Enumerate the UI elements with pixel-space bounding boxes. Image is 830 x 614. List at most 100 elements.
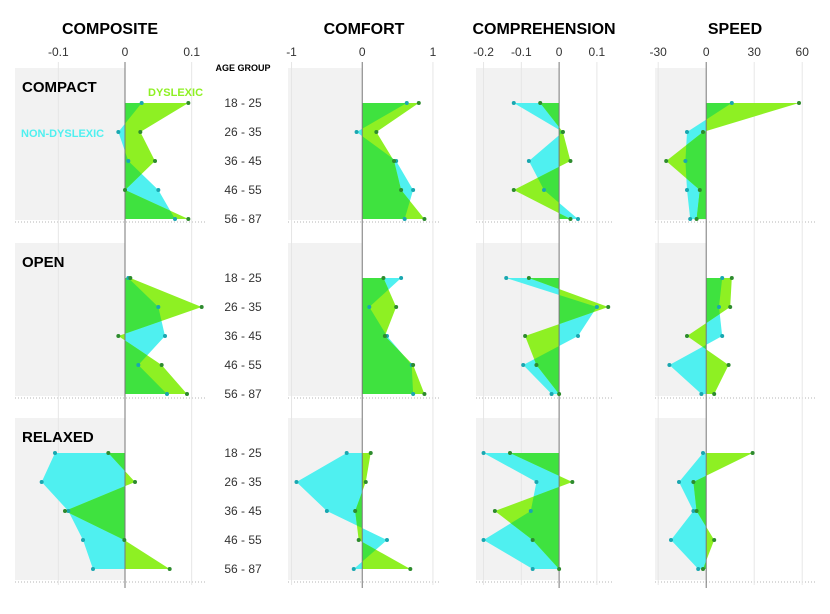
non-dyslexic-point-comfort-compact-3 [411,188,416,192]
age-label-relaxed-1: 26 - 35 [224,475,262,489]
overlap-area-composite-relaxed [65,453,125,569]
non-dyslexic-point-comfort-relaxed-0 [344,451,349,455]
dyslexic-point-speed-compact-1 [701,130,705,134]
non-dyslexic-point-speed-relaxed-3 [669,538,673,542]
non-dyslexic-point-speed-open-2 [720,334,725,338]
non-dyslexic-point-composite-open-1 [156,305,161,309]
dyslexic-point-comfort-relaxed-3 [356,538,361,542]
dyslexic-point-composite-compact-0 [186,101,191,105]
tick-label-speed-1: 0 [703,45,710,59]
non-dyslexic-point-comprehension-relaxed-4 [530,567,535,571]
age-label-open-2: 36 - 45 [224,329,262,343]
non-dyslexic-point-comfort-open-1 [367,305,372,309]
non-dyslexic-point-composite-relaxed-4 [91,567,95,571]
axis-layer [124,62,707,588]
tick-label-speed-0: -30 [650,45,668,59]
age-label-compact-4: 56 - 87 [224,212,262,226]
age-label-relaxed-0: 18 - 25 [224,446,262,460]
non-dyslexic-point-comprehension-open-1 [594,305,599,309]
legend-dyslexic: DYSLEXIC [148,87,203,99]
age-label-compact-3: 46 - 55 [224,183,262,197]
dyslexic-point-comfort-open-3 [411,363,416,367]
non-dyslexic-point-speed-compact-1 [685,130,689,134]
non-dyslexic-point-composite-compact-3 [156,188,161,192]
tick-label-comprehension-2: 0 [556,45,563,59]
non-dyslexic-point-comfort-compact-4 [402,217,407,221]
non-dyslexic-point-speed-compact-0 [729,101,734,105]
negative-region-comfort-compact [288,68,363,220]
non-dyslexic-point-composite-compact-2 [126,159,131,163]
non-dyslexic-point-comfort-relaxed-4 [351,567,356,571]
dyslexic-point-comprehension-compact-3 [511,188,516,192]
dyslexic-point-comprehension-relaxed-1 [570,480,575,484]
dyslexic-point-speed-relaxed-0 [750,451,755,455]
dyslexic-point-comprehension-relaxed-0 [508,451,512,455]
dyslexic-point-speed-open-1 [728,305,733,309]
dyslexic-point-speed-compact-0 [797,101,801,105]
age-label-compact-2: 36 - 45 [224,154,262,168]
age-label-open-3: 46 - 55 [224,358,262,372]
dyslexic-point-speed-open-3 [726,363,731,367]
non-dyslexic-point-composite-open-4 [165,392,169,396]
dyslexic-point-speed-compact-2 [664,159,669,163]
dyslexic-point-comprehension-compact-1 [560,130,565,134]
dyslexic-point-composite-compact-3 [123,188,127,192]
tick-label-comfort-0: -1 [286,45,297,59]
area-layer [41,103,799,569]
dyslexic-point-speed-relaxed-3 [712,538,717,542]
tick-label-speed-3: 60 [796,45,810,59]
dyslexic-area-speed-relaxed [693,453,753,569]
tick-label-speed-2: 30 [748,45,762,59]
dyslexic-point-comfort-compact-4 [422,217,427,221]
non-dyslexic-point-composite-compact-4 [173,217,177,221]
tick-label-comfort-1: 0 [359,45,366,59]
non-dyslexic-point-comprehension-relaxed-1 [534,480,539,484]
non-dyslexic-point-comfort-relaxed-1 [294,480,299,484]
non-dyslexic-point-composite-relaxed-1 [39,480,44,484]
dyslexic-point-speed-relaxed-2 [694,509,699,513]
dyslexic-point-comfort-relaxed-1 [363,480,368,484]
dyslexic-point-comprehension-open-4 [557,392,562,396]
non-dyslexic-point-comprehension-relaxed-0 [481,451,486,455]
dyslexic-point-composite-compact-4 [186,217,191,221]
non-dyslexic-point-composite-relaxed-2 [66,509,71,513]
non-dyslexic-point-speed-compact-4 [688,217,693,221]
non-dyslexic-point-comprehension-open-2 [576,334,580,338]
dyslexic-point-speed-relaxed-4 [701,567,705,571]
panel-title-composite: COMPOSITE [62,21,158,38]
tick-label-comprehension-0: -0.2 [473,45,494,59]
non-dyslexic-point-comprehension-compact-0 [511,101,516,105]
non-dyslexic-point-speed-open-4 [699,392,704,396]
dyslexic-point-comfort-compact-0 [416,101,421,105]
non-dyslexic-point-speed-relaxed-0 [701,451,705,455]
non-dyslexic-point-comprehension-compact-4 [576,217,580,221]
legend-non-dyslexic: NON-DYSLEXIC [21,128,104,140]
non-dyslexic-point-composite-relaxed-3 [81,538,85,542]
dyslexic-point-comfort-open-0 [381,276,386,280]
tick-label-composite-2: 0.1 [183,45,200,59]
age-group-header: AGE GROUP [215,63,270,73]
non-dyslexic-point-comfort-relaxed-3 [384,538,389,542]
dyslexic-point-comprehension-compact-2 [568,159,573,163]
dyslexic-point-composite-open-2 [116,334,121,338]
age-label-open-0: 18 - 25 [224,271,262,285]
age-label-relaxed-2: 36 - 45 [224,504,262,518]
tick-label-comprehension-1: -0.1 [511,45,532,59]
non-dyslexic-point-comfort-relaxed-2 [324,509,329,513]
non-dyslexic-point-comprehension-relaxed-3 [481,538,486,542]
dyslexic-point-comfort-open-4 [422,392,427,396]
age-label-compact-1: 26 - 35 [224,125,262,139]
non-dyslexic-point-speed-relaxed-2 [691,509,696,513]
dyslexic-point-comfort-compact-2 [392,159,397,163]
non-dyslexic-point-comfort-open-0 [399,276,404,280]
age-label-open-4: 56 - 87 [224,387,262,401]
non-dyslexic-area-comfort-relaxed [296,453,387,569]
dyslexic-point-speed-open-0 [729,276,734,280]
dot-layer [39,101,801,571]
non-dyslexic-point-speed-relaxed-4 [696,567,701,571]
non-dyslexic-point-speed-relaxed-1 [677,480,681,484]
dyslexic-point-composite-relaxed-2 [63,509,67,513]
panel-title-comprehension: COMPREHENSION [472,21,615,38]
non-dyslexic-point-speed-compact-2 [683,159,688,163]
layout-label-relaxed: RELAXED [22,429,94,446]
